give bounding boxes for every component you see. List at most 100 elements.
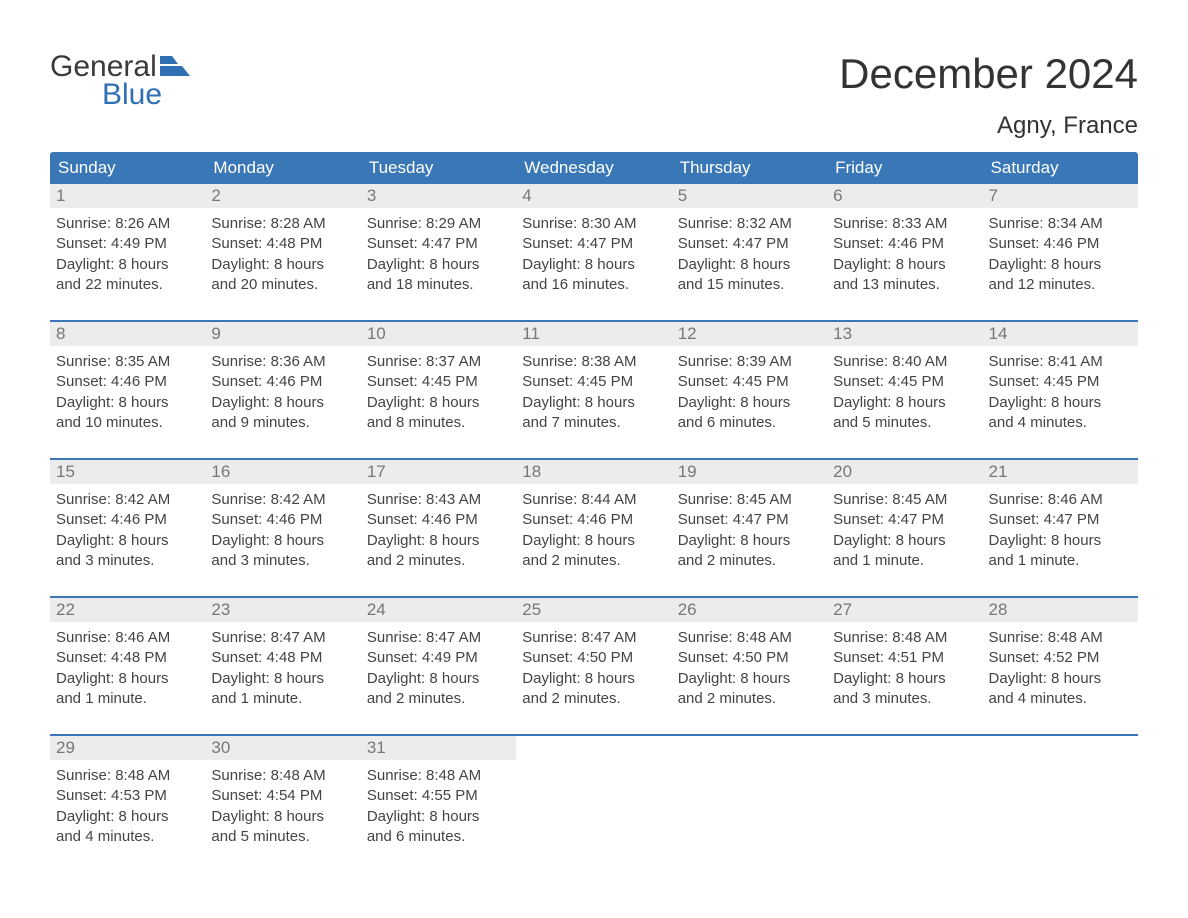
day2-line: and 6 minutes. — [367, 827, 510, 847]
sunset-line: Sunset: 4:48 PM — [211, 234, 354, 254]
calendar-cell: 3Sunrise: 8:29 AMSunset: 4:47 PMDaylight… — [361, 184, 516, 304]
cell-body: Sunrise: 8:26 AMSunset: 4:49 PMDaylight:… — [50, 208, 205, 301]
day1-line: Daylight: 8 hours — [211, 255, 354, 275]
cell-body: Sunrise: 8:47 AMSunset: 4:50 PMDaylight:… — [516, 622, 671, 715]
day1-line: Daylight: 8 hours — [678, 393, 821, 413]
calendar-cell: 2Sunrise: 8:28 AMSunset: 4:48 PMDaylight… — [205, 184, 360, 304]
day1-line: Daylight: 8 hours — [56, 255, 199, 275]
calendar-cell: 6Sunrise: 8:33 AMSunset: 4:46 PMDaylight… — [827, 184, 982, 304]
day-number: 3 — [361, 184, 516, 208]
sunset-line: Sunset: 4:46 PM — [833, 234, 976, 254]
day1-line: Daylight: 8 hours — [56, 807, 199, 827]
sunrise-line: Sunrise: 8:44 AM — [522, 490, 665, 510]
sunset-line: Sunset: 4:47 PM — [678, 234, 821, 254]
day-number: 5 — [672, 184, 827, 208]
sunset-line: Sunset: 4:45 PM — [678, 372, 821, 392]
calendar-cell: 28Sunrise: 8:48 AMSunset: 4:52 PMDayligh… — [983, 598, 1138, 718]
cell-body: Sunrise: 8:44 AMSunset: 4:46 PMDaylight:… — [516, 484, 671, 577]
day1-line: Daylight: 8 hours — [833, 255, 976, 275]
calendar-cell: 1Sunrise: 8:26 AMSunset: 4:49 PMDaylight… — [50, 184, 205, 304]
day-number: 30 — [205, 736, 360, 760]
day-number: 13 — [827, 322, 982, 346]
sunrise-line: Sunrise: 8:47 AM — [211, 628, 354, 648]
calendar-cell: 16Sunrise: 8:42 AMSunset: 4:46 PMDayligh… — [205, 460, 360, 580]
day2-line: and 2 minutes. — [522, 551, 665, 571]
sunset-line: Sunset: 4:50 PM — [522, 648, 665, 668]
day2-line: and 4 minutes. — [56, 827, 199, 847]
sunrise-line: Sunrise: 8:30 AM — [522, 214, 665, 234]
calendar-cell: 27Sunrise: 8:48 AMSunset: 4:51 PMDayligh… — [827, 598, 982, 718]
day-number: 7 — [983, 184, 1138, 208]
day1-line: Daylight: 8 hours — [367, 255, 510, 275]
sunrise-line: Sunrise: 8:48 AM — [56, 766, 199, 786]
day1-line: Daylight: 8 hours — [522, 669, 665, 689]
calendar-cell: 4Sunrise: 8:30 AMSunset: 4:47 PMDaylight… — [516, 184, 671, 304]
day-number: 20 — [827, 460, 982, 484]
cell-body: Sunrise: 8:41 AMSunset: 4:45 PMDaylight:… — [983, 346, 1138, 439]
day1-line: Daylight: 8 hours — [833, 669, 976, 689]
day1-line: Daylight: 8 hours — [367, 807, 510, 827]
day-number: 17 — [361, 460, 516, 484]
day-number: 31 — [361, 736, 516, 760]
sunrise-line: Sunrise: 8:29 AM — [367, 214, 510, 234]
day1-line: Daylight: 8 hours — [678, 669, 821, 689]
header: General Blue December 2024 Agny, France — [50, 50, 1138, 140]
day2-line: and 5 minutes. — [833, 413, 976, 433]
day1-line: Daylight: 8 hours — [522, 531, 665, 551]
cell-body: Sunrise: 8:48 AMSunset: 4:53 PMDaylight:… — [50, 760, 205, 853]
day-header: Saturday — [983, 152, 1138, 184]
calendar-cell: 30Sunrise: 8:48 AMSunset: 4:54 PMDayligh… — [205, 736, 360, 856]
sunset-line: Sunset: 4:45 PM — [367, 372, 510, 392]
day1-line: Daylight: 8 hours — [989, 669, 1132, 689]
day1-line: Daylight: 8 hours — [56, 531, 199, 551]
day1-line: Daylight: 8 hours — [211, 669, 354, 689]
sunrise-line: Sunrise: 8:47 AM — [522, 628, 665, 648]
day2-line: and 8 minutes. — [367, 413, 510, 433]
day1-line: Daylight: 8 hours — [367, 531, 510, 551]
cell-body: Sunrise: 8:35 AMSunset: 4:46 PMDaylight:… — [50, 346, 205, 439]
calendar-cell: 14Sunrise: 8:41 AMSunset: 4:45 PMDayligh… — [983, 322, 1138, 442]
sunset-line: Sunset: 4:49 PM — [56, 234, 199, 254]
day-header: Friday — [827, 152, 982, 184]
cell-body: Sunrise: 8:42 AMSunset: 4:46 PMDaylight:… — [50, 484, 205, 577]
calendar-cell: 8Sunrise: 8:35 AMSunset: 4:46 PMDaylight… — [50, 322, 205, 442]
day-number: 6 — [827, 184, 982, 208]
calendar-cell: 18Sunrise: 8:44 AMSunset: 4:46 PMDayligh… — [516, 460, 671, 580]
day1-line: Daylight: 8 hours — [367, 393, 510, 413]
day-header-row: SundayMondayTuesdayWednesdayThursdayFrid… — [50, 152, 1138, 184]
sunset-line: Sunset: 4:45 PM — [522, 372, 665, 392]
day2-line: and 18 minutes. — [367, 275, 510, 295]
day-header: Wednesday — [516, 152, 671, 184]
cell-body: Sunrise: 8:33 AMSunset: 4:46 PMDaylight:… — [827, 208, 982, 301]
calendar-cell: 13Sunrise: 8:40 AMSunset: 4:45 PMDayligh… — [827, 322, 982, 442]
day-number: 27 — [827, 598, 982, 622]
cell-body: Sunrise: 8:46 AMSunset: 4:48 PMDaylight:… — [50, 622, 205, 715]
day2-line: and 2 minutes. — [367, 551, 510, 571]
day2-line: and 13 minutes. — [833, 275, 976, 295]
cell-body: Sunrise: 8:48 AMSunset: 4:50 PMDaylight:… — [672, 622, 827, 715]
day-number: 18 — [516, 460, 671, 484]
day2-line: and 3 minutes. — [56, 551, 199, 571]
day1-line: Daylight: 8 hours — [211, 393, 354, 413]
sunrise-line: Sunrise: 8:48 AM — [678, 628, 821, 648]
day2-line: and 1 minute. — [211, 689, 354, 709]
sunset-line: Sunset: 4:50 PM — [678, 648, 821, 668]
calendar-cell: 22Sunrise: 8:46 AMSunset: 4:48 PMDayligh… — [50, 598, 205, 718]
week-row: 22Sunrise: 8:46 AMSunset: 4:48 PMDayligh… — [50, 596, 1138, 718]
sunrise-line: Sunrise: 8:43 AM — [367, 490, 510, 510]
sunset-line: Sunset: 4:46 PM — [211, 372, 354, 392]
sunset-line: Sunset: 4:52 PM — [989, 648, 1132, 668]
day-number: 4 — [516, 184, 671, 208]
day2-line: and 15 minutes. — [678, 275, 821, 295]
cell-body: Sunrise: 8:47 AMSunset: 4:48 PMDaylight:… — [205, 622, 360, 715]
logo: General Blue — [50, 50, 190, 112]
cell-body: Sunrise: 8:45 AMSunset: 4:47 PMDaylight:… — [672, 484, 827, 577]
day-number: 14 — [983, 322, 1138, 346]
calendar-cell: 15Sunrise: 8:42 AMSunset: 4:46 PMDayligh… — [50, 460, 205, 580]
cell-body: Sunrise: 8:34 AMSunset: 4:46 PMDaylight:… — [983, 208, 1138, 301]
sunset-line: Sunset: 4:53 PM — [56, 786, 199, 806]
cell-body: Sunrise: 8:42 AMSunset: 4:46 PMDaylight:… — [205, 484, 360, 577]
location: Agny, France — [839, 112, 1138, 140]
day2-line: and 10 minutes. — [56, 413, 199, 433]
calendar-cell: 7Sunrise: 8:34 AMSunset: 4:46 PMDaylight… — [983, 184, 1138, 304]
